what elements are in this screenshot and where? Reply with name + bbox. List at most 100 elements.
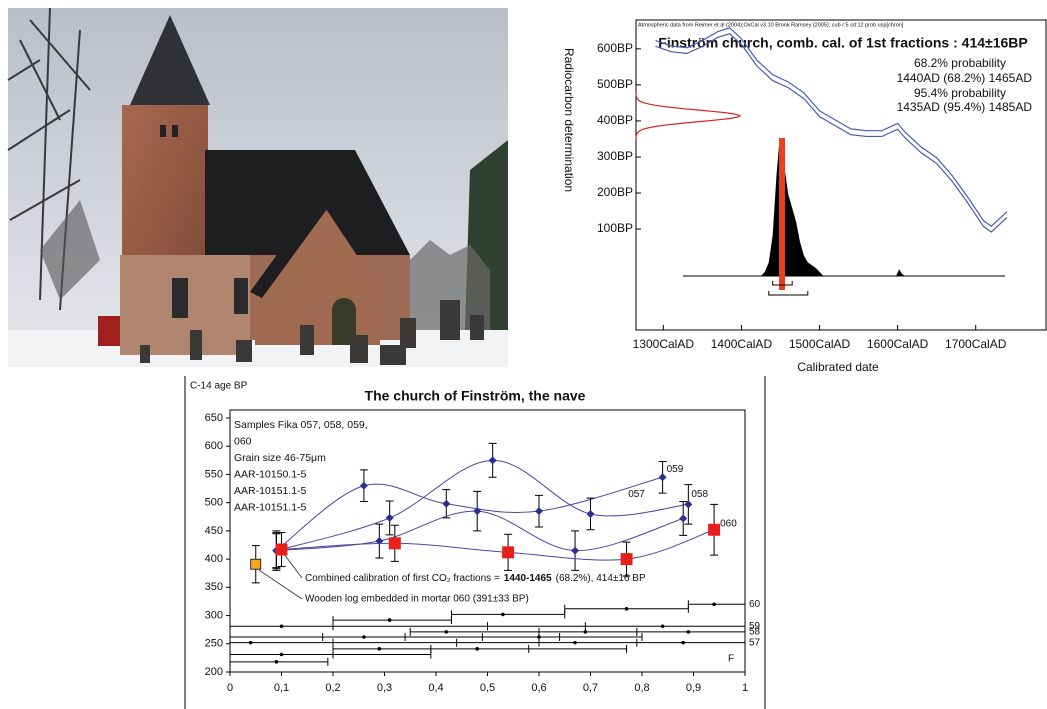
chart-title: The church of Finström, the nave — [365, 388, 586, 404]
measurement-distribution — [635, 92, 742, 139]
note: Grain size 46-75μm — [234, 452, 326, 464]
note: Samples Fika 057, 058, 059, — [234, 419, 368, 431]
y-tick-label: 500 — [205, 497, 223, 509]
x-tick-label: 0,7 — [583, 682, 598, 694]
data-point — [250, 558, 262, 570]
y-tick-label: 250 — [205, 638, 223, 650]
x-tick-label: 0,5 — [480, 682, 495, 694]
data-point — [502, 546, 515, 559]
interval-dot — [501, 612, 505, 617]
data-point — [586, 509, 595, 518]
series-label: 057 — [628, 489, 645, 500]
interval-dot — [624, 606, 629, 611]
calibration-curve — [655, 27, 1008, 227]
data-point — [571, 546, 580, 555]
annotation: Combined calibration of first CO₂ fracti… — [305, 573, 646, 584]
series-line — [276, 476, 663, 552]
combined-marker — [779, 138, 786, 290]
x-tick-label: 0,6 — [531, 682, 546, 694]
x-tick-label: 1300CalAD — [633, 337, 695, 351]
probability-distribution — [760, 140, 905, 276]
row-label: F — [728, 654, 734, 665]
x-tick-label: 0,9 — [686, 682, 701, 694]
data-point — [620, 553, 633, 566]
interval-dot — [377, 647, 382, 651]
interval-dot — [387, 618, 392, 622]
y-tick-label: 550 — [205, 468, 223, 480]
data-point — [385, 513, 394, 522]
interval-dot — [537, 635, 541, 639]
data-point — [708, 523, 721, 536]
row-label: 58 — [749, 627, 761, 638]
interval-dot — [573, 640, 577, 645]
row-label: 57 — [749, 637, 761, 648]
note: AAR-10150.1-5 — [234, 468, 307, 480]
y-tick-label: 600 — [205, 440, 223, 452]
interval-dot — [279, 652, 284, 657]
data-point — [388, 537, 401, 550]
x-tick-label: 1400CalAD — [711, 337, 773, 351]
annotation-part: 1440-1465 — [504, 573, 552, 584]
interval-dot — [274, 660, 279, 664]
annotation: 95.4% probability — [914, 86, 1006, 100]
annotation: Wooden log embedded in mortar 060 (391±3… — [305, 594, 529, 605]
interval-dot — [475, 647, 480, 651]
data-point — [658, 473, 667, 482]
interval-dot — [279, 624, 284, 629]
note: AAR-10151.1-5 — [234, 485, 307, 497]
interval-dot — [444, 630, 449, 634]
data-point — [488, 456, 497, 465]
x-tick-label: 1500CalAD — [789, 337, 851, 351]
data-point — [442, 499, 451, 508]
note: AAR-10151.1-5 — [234, 501, 307, 513]
annotation: 68.2% probability — [914, 56, 1006, 70]
interval-dot — [681, 640, 685, 645]
y-tick-label: 450 — [205, 525, 223, 537]
series-line — [281, 529, 715, 561]
y-tick-label: 300BP — [597, 149, 633, 163]
x-tick-label: 1700CalAD — [945, 337, 1007, 351]
y-tick-label: 400BP — [597, 113, 633, 127]
y-tick-label: 200BP — [597, 185, 633, 199]
range-bracket — [772, 281, 793, 286]
y-tick-label: 300 — [205, 609, 223, 621]
series-label: 059 — [667, 464, 684, 475]
pointer-line — [283, 553, 303, 579]
x-tick-label: 0,1 — [274, 682, 289, 694]
interval-dot — [712, 602, 716, 607]
series-label: 058 — [691, 489, 708, 500]
interval-dot — [583, 630, 588, 634]
data-point — [359, 481, 368, 490]
x-tick-label: 0,4 — [428, 682, 443, 694]
row-label: 60 — [749, 599, 761, 610]
data-point — [684, 500, 693, 509]
plot-frame — [229, 409, 746, 673]
y-tick-label: 100BP — [597, 221, 633, 235]
series-line — [276, 459, 689, 552]
interval-dot — [660, 624, 665, 629]
y-tick-label: 200 — [205, 666, 223, 678]
annotation-part: Combined calibration of first CO₂ fracti… — [305, 573, 500, 584]
y-tick-label: 600BP — [597, 41, 633, 55]
annotation: 1435AD (95.4%) 1485AD — [897, 100, 1033, 114]
x-tick-label: 0,2 — [325, 682, 340, 694]
plot-frame — [635, 19, 1047, 331]
y-tick-label: 500BP — [597, 77, 633, 91]
y-axis-label: Radiocarbon determination — [562, 48, 576, 192]
calibration-curve — [655, 33, 1008, 233]
data-point — [275, 543, 288, 556]
interval-dot — [362, 635, 366, 639]
data-point — [473, 507, 482, 516]
x-axis-label: Calibrated date — [797, 360, 879, 374]
x-tick-label: 1600CalAD — [867, 337, 929, 351]
pointer-line — [258, 569, 303, 600]
chart-title: Finström church, comb. cal. of 1st fract… — [658, 35, 1027, 51]
data-point — [535, 507, 543, 516]
x-tick-label: 0,3 — [377, 682, 392, 694]
note: 060 — [234, 435, 252, 447]
x-tick-label: 0,8 — [634, 682, 649, 694]
range-bracket — [768, 291, 809, 296]
x-tick-label: 1 — [742, 682, 748, 694]
y-axis-label: C-14 age BP — [190, 381, 248, 392]
annotation: 1440AD (68.2%) 1465AD — [897, 71, 1033, 85]
